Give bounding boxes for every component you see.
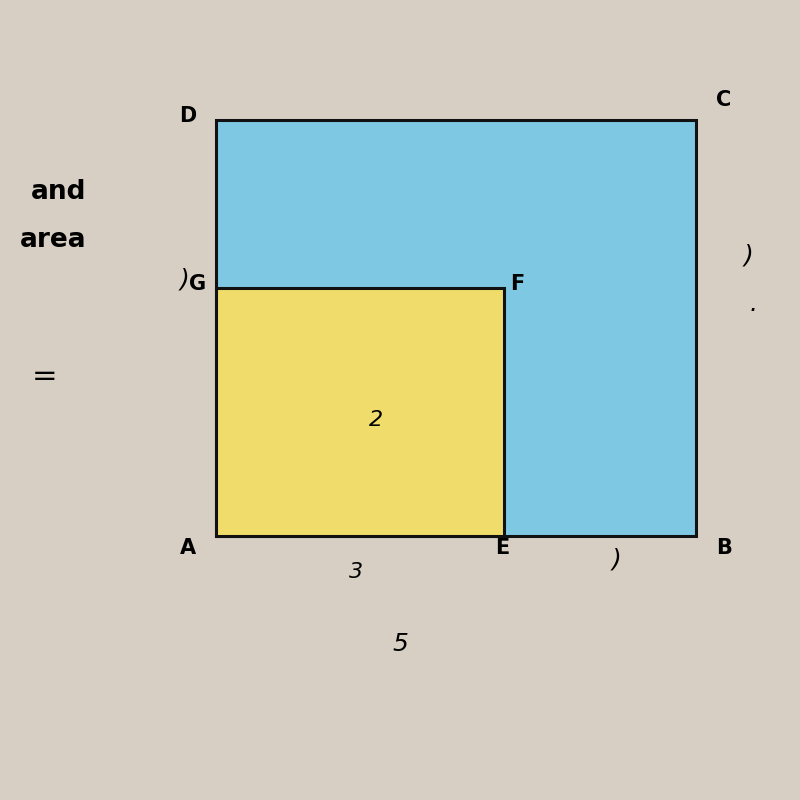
Text: G: G <box>190 274 206 294</box>
Text: C: C <box>716 90 731 110</box>
Text: =: = <box>32 362 58 390</box>
Text: .: . <box>750 292 758 316</box>
Text: A: A <box>180 538 196 558</box>
Bar <box>216 288 504 536</box>
Text: ): ) <box>743 244 753 268</box>
Bar <box>216 120 696 536</box>
Text: ): ) <box>179 268 189 292</box>
Text: B: B <box>716 538 732 558</box>
Text: E: E <box>495 538 510 558</box>
Text: 2: 2 <box>369 410 383 430</box>
Text: and: and <box>30 179 86 205</box>
Text: 5: 5 <box>392 632 408 656</box>
Text: D: D <box>178 106 196 126</box>
Text: F: F <box>510 274 525 294</box>
Text: area: area <box>20 227 86 253</box>
Text: 3: 3 <box>349 562 363 582</box>
Text: ): ) <box>611 548 621 572</box>
